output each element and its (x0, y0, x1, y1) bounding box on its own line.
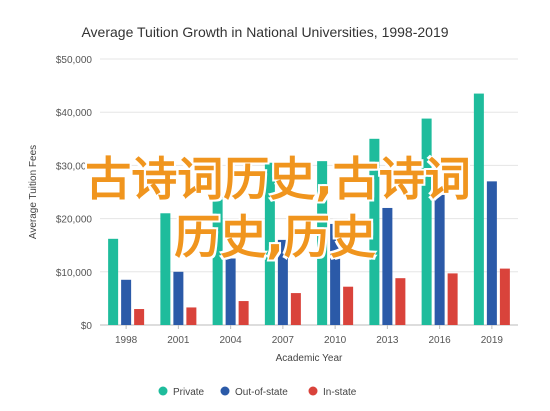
bar-private (160, 213, 171, 325)
chart-title: Average Tuition Growth in National Unive… (81, 24, 448, 40)
x-tick-label: 2019 (481, 335, 504, 346)
x-tick-label: 2007 (272, 335, 295, 346)
bar-out-of-state (277, 239, 288, 325)
bar-out-of-state (486, 181, 497, 325)
y-tick-label: $10,000 (56, 268, 93, 279)
legend-label: Out-of-state (235, 387, 288, 398)
bar-private (264, 162, 275, 325)
bar-out-of-state (121, 279, 132, 325)
y-tick-label: $0 (81, 321, 93, 332)
bar-private (317, 161, 328, 325)
legend-marker (158, 386, 168, 396)
bar-in-state (395, 278, 406, 325)
x-tick-label: 1998 (115, 335, 138, 346)
bar-in-state (447, 273, 458, 325)
y-tick-label: $20,000 (56, 215, 93, 226)
bar-in-state (186, 307, 197, 325)
legend-marker (220, 386, 230, 396)
bar-out-of-state (434, 194, 445, 325)
bar-out-of-state (225, 258, 236, 325)
y-axis-label: Average Tuition Fees (28, 145, 39, 239)
legend-marker (308, 386, 318, 396)
y-tick-label: $40,000 (56, 108, 93, 119)
bar-in-state (343, 286, 354, 325)
bar-out-of-state (382, 207, 393, 325)
y-tick-label: $50,000 (56, 55, 93, 66)
bar-out-of-state (173, 271, 184, 325)
x-tick-label: 2001 (167, 335, 190, 346)
bar-in-state (238, 301, 249, 325)
x-tick-label: 2004 (220, 335, 243, 346)
bar-in-state (290, 293, 301, 325)
bar-private (421, 118, 432, 325)
x-axis-label: Academic Year (276, 353, 343, 364)
x-tick-label: 2013 (376, 335, 399, 346)
y-tick-label: $30,000 (56, 161, 93, 172)
bar-private (473, 93, 484, 325)
bar-in-state (134, 309, 145, 325)
bar-private (108, 238, 119, 325)
legend-label: Private (173, 387, 205, 398)
bar-in-state (499, 268, 510, 325)
bar-out-of-state (330, 223, 341, 325)
x-tick-label: 2016 (429, 335, 452, 346)
x-tick-label: 2010 (324, 335, 347, 346)
bar-private (369, 138, 380, 325)
bar-private (212, 197, 223, 325)
legend-label: In-state (323, 387, 357, 398)
